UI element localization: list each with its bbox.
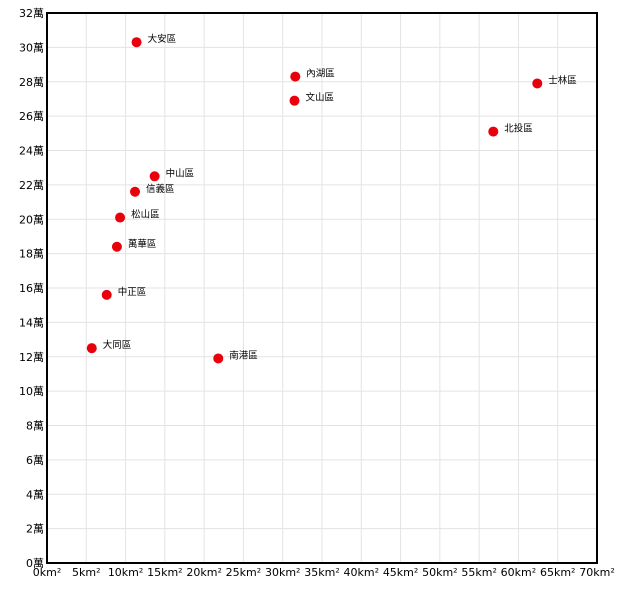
data-point[interactable]	[149, 171, 160, 182]
y-tick-label: 22萬	[19, 179, 44, 192]
x-tick-label: 70km²	[579, 566, 615, 579]
y-tick-label: 24萬	[19, 145, 44, 158]
data-point[interactable]	[289, 95, 300, 106]
x-tick-label: 65km²	[540, 566, 576, 579]
data-point-label: 大同區	[103, 339, 132, 351]
x-tick-label: 35km²	[304, 566, 340, 579]
x-tick-label: 10km²	[108, 566, 144, 579]
x-tick-label: 60km²	[501, 566, 537, 579]
data-point[interactable]	[213, 353, 224, 364]
x-axis-ticks: 0km² 5km² 10km² 15km² 20km² 25km² 30km² 35km² 40…	[33, 566, 615, 579]
data-point-label: 信義區	[146, 183, 175, 195]
y-tick-label: 10萬	[19, 385, 44, 398]
y-tick-label: 30萬	[19, 41, 44, 54]
y-tick-label: 8萬	[26, 420, 44, 433]
plot-frame	[46, 12, 598, 564]
data-point-label: 北投區	[504, 123, 533, 135]
y-tick-label: 2萬	[26, 523, 44, 536]
data-point[interactable]	[532, 78, 543, 89]
x-tick-label: 30km²	[265, 566, 301, 579]
data-point-label: 中正區	[118, 286, 147, 298]
data-point-label: 松山區	[131, 209, 160, 221]
x-tick-label: 0km²	[33, 566, 62, 579]
data-point[interactable]	[86, 343, 97, 354]
data-point-label: 萬華區	[128, 238, 157, 250]
y-tick-label: 32萬	[19, 7, 44, 20]
y-tick-label: 20萬	[19, 213, 44, 226]
data-point-label: 大安區	[148, 33, 177, 45]
y-tick-label: 18萬	[19, 248, 44, 261]
y-tick-label: 6萬	[26, 454, 44, 467]
x-tick-label: 5km²	[72, 566, 101, 579]
data-point[interactable]	[488, 126, 499, 137]
x-tick-label: 55km²	[461, 566, 497, 579]
data-point-label: 士林區	[548, 74, 577, 86]
data-point-label: 中山區	[166, 167, 195, 179]
data-point[interactable]	[290, 71, 301, 82]
data-point[interactable]	[101, 289, 112, 300]
data-point-label: 南港區	[229, 349, 258, 361]
y-tick-label: 16萬	[19, 282, 44, 295]
x-tick-label: 45km²	[383, 566, 419, 579]
y-tick-label: 12萬	[19, 351, 44, 364]
data-points	[86, 37, 543, 364]
data-point[interactable]	[111, 241, 122, 252]
x-tick-label: 25km²	[226, 566, 262, 579]
x-tick-label: 40km²	[344, 566, 380, 579]
y-tick-label: 4萬	[26, 488, 44, 501]
data-point[interactable]	[115, 212, 126, 223]
y-tick-label: 28萬	[19, 76, 44, 89]
data-point[interactable]	[131, 37, 142, 48]
data-point-label: 內湖區	[306, 69, 335, 80]
x-tick-label: 20km²	[186, 566, 222, 579]
data-point-label: 文山區	[306, 92, 335, 104]
y-tick-label: 26萬	[19, 110, 44, 123]
x-tick-label: 50km²	[422, 566, 458, 579]
y-axis-ticks: 0萬 2萬 4萬 6萬 8萬 10萬 12萬 14萬 16萬 18萬 20萬 22萬 24萬 26萬 28萬…	[19, 7, 44, 570]
y-tick-label: 0萬	[26, 557, 44, 570]
y-tick-label: 14萬	[19, 316, 44, 329]
x-tick-label: 15km²	[147, 566, 183, 579]
data-point[interactable]	[130, 186, 140, 197]
